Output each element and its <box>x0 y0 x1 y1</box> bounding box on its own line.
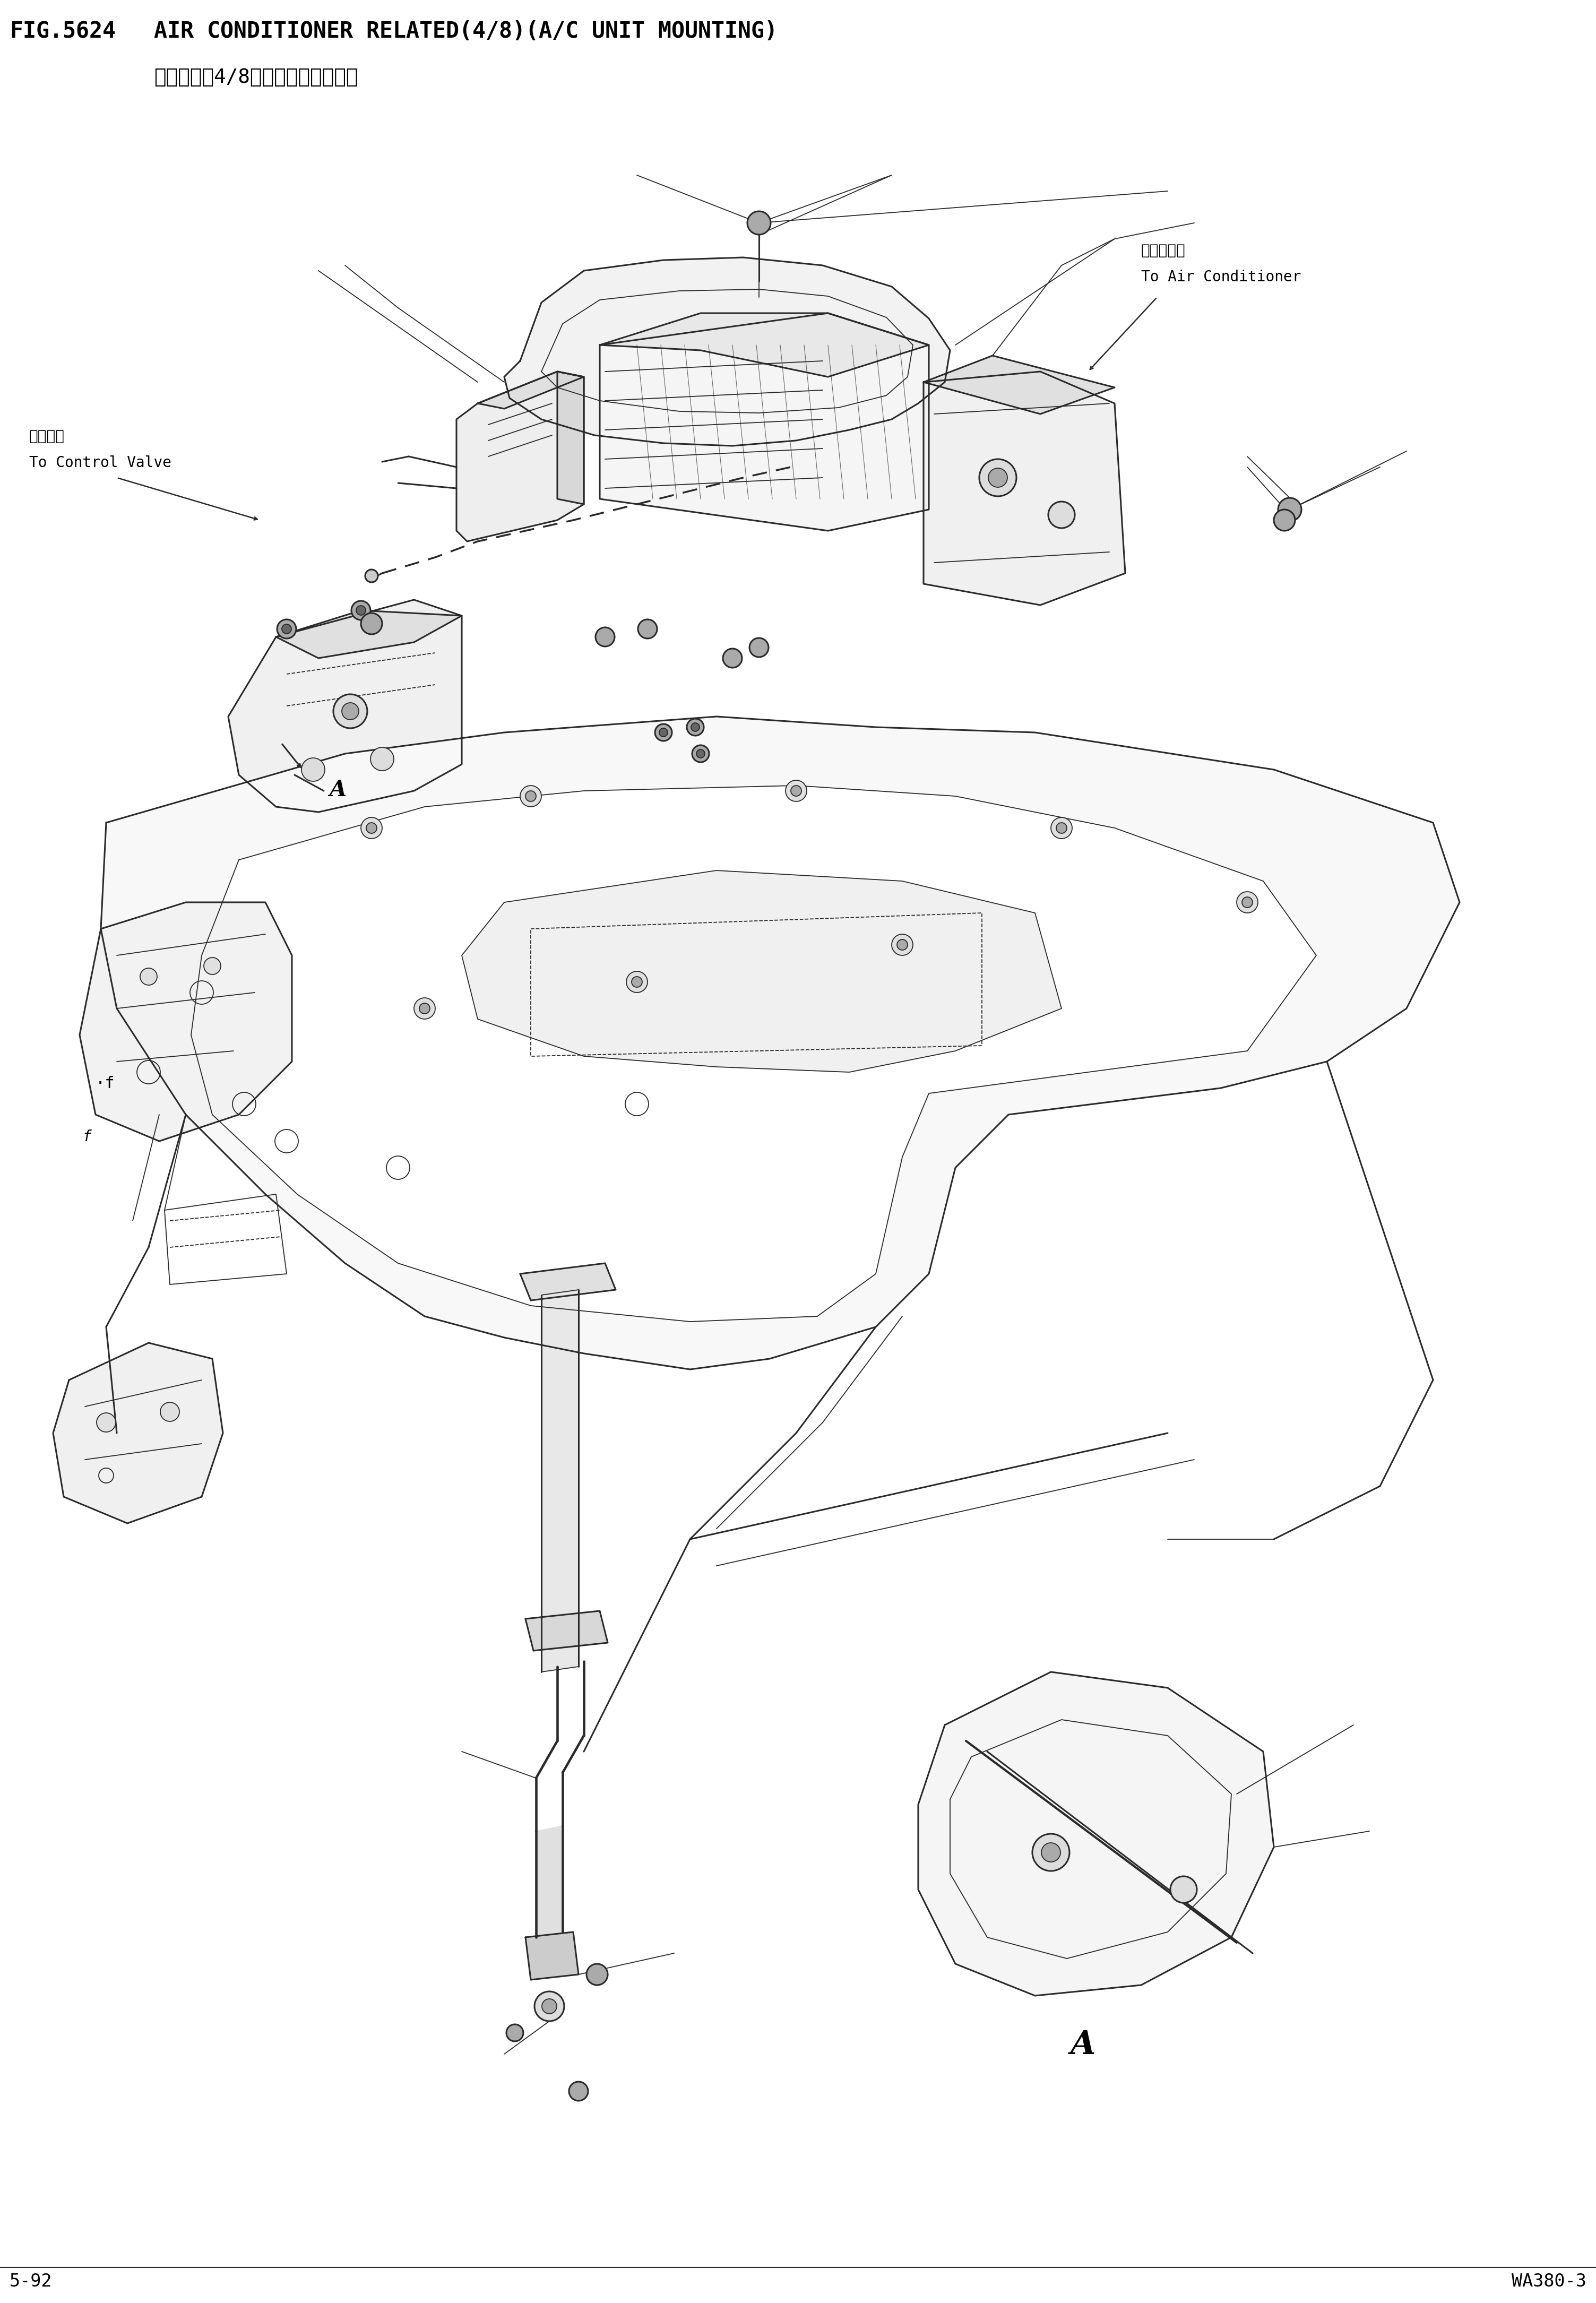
Circle shape <box>543 1999 557 2013</box>
Circle shape <box>160 1403 179 1421</box>
Polygon shape <box>541 1290 578 1672</box>
Circle shape <box>506 2024 523 2040</box>
Text: 至空调主机: 至空调主机 <box>1141 244 1186 258</box>
Circle shape <box>1237 891 1258 912</box>
Circle shape <box>659 728 667 737</box>
Circle shape <box>97 1414 115 1432</box>
Polygon shape <box>504 258 950 447</box>
Circle shape <box>365 822 377 834</box>
Text: AIR CONDITIONER RELATED(4/8)(A/C UNIT MOUNTING): AIR CONDITIONER RELATED(4/8)(A/C UNIT MO… <box>153 21 777 41</box>
Circle shape <box>356 606 365 615</box>
Polygon shape <box>525 1610 608 1651</box>
Text: 空调组件（4/8）（空调主机安装）: 空调组件（4/8）（空调主机安装） <box>153 67 358 88</box>
Circle shape <box>988 468 1007 488</box>
Circle shape <box>654 723 672 742</box>
Circle shape <box>302 758 326 781</box>
Polygon shape <box>525 1932 578 1981</box>
Circle shape <box>204 958 220 974</box>
Circle shape <box>361 613 381 633</box>
Polygon shape <box>192 785 1317 1322</box>
Circle shape <box>413 997 436 1018</box>
Polygon shape <box>924 371 1125 606</box>
Circle shape <box>535 1992 565 2022</box>
Polygon shape <box>600 313 929 530</box>
Polygon shape <box>228 599 461 813</box>
Circle shape <box>696 748 705 758</box>
Text: WA380-3: WA380-3 <box>1511 2273 1586 2289</box>
Circle shape <box>1170 1877 1197 1902</box>
Circle shape <box>570 2082 587 2100</box>
Circle shape <box>342 702 359 721</box>
Polygon shape <box>53 1343 223 1522</box>
Circle shape <box>365 569 378 583</box>
Text: f: f <box>83 1128 91 1145</box>
Circle shape <box>1278 497 1301 520</box>
Circle shape <box>686 719 704 735</box>
Polygon shape <box>461 871 1061 1073</box>
Polygon shape <box>456 371 584 541</box>
Circle shape <box>632 976 642 988</box>
Text: A: A <box>1071 2029 1095 2061</box>
Circle shape <box>691 723 699 732</box>
Circle shape <box>1049 502 1074 527</box>
Circle shape <box>792 785 801 797</box>
Circle shape <box>1057 822 1066 834</box>
Circle shape <box>370 746 394 772</box>
Circle shape <box>140 967 156 986</box>
Circle shape <box>1033 1833 1069 1870</box>
Circle shape <box>785 781 806 801</box>
Polygon shape <box>520 1264 616 1301</box>
Circle shape <box>586 1964 608 1985</box>
Polygon shape <box>918 1672 1274 1997</box>
Circle shape <box>525 790 536 801</box>
Circle shape <box>520 785 541 806</box>
Polygon shape <box>276 610 461 659</box>
Circle shape <box>747 212 771 235</box>
Circle shape <box>750 638 769 656</box>
Polygon shape <box>477 371 584 408</box>
Text: ·f: ·f <box>96 1076 115 1092</box>
Text: 5-92: 5-92 <box>10 2273 53 2289</box>
Circle shape <box>897 940 908 951</box>
Circle shape <box>595 626 614 647</box>
Polygon shape <box>536 1826 563 1937</box>
Text: To Control Valve: To Control Valve <box>29 456 171 470</box>
Circle shape <box>1041 1842 1060 1861</box>
Circle shape <box>334 693 367 728</box>
Circle shape <box>282 624 292 633</box>
Polygon shape <box>80 903 292 1142</box>
Circle shape <box>892 935 913 956</box>
Circle shape <box>1050 818 1073 838</box>
Circle shape <box>351 601 370 620</box>
Circle shape <box>1274 509 1294 530</box>
Polygon shape <box>557 371 584 504</box>
Circle shape <box>693 746 709 762</box>
Circle shape <box>723 649 742 668</box>
Circle shape <box>1242 896 1253 907</box>
Circle shape <box>361 818 381 838</box>
Polygon shape <box>101 716 1460 1370</box>
Text: To Air Conditioner: To Air Conditioner <box>1141 269 1301 286</box>
Circle shape <box>420 1004 429 1013</box>
Text: A: A <box>329 778 346 801</box>
Text: 至控制阀: 至控制阀 <box>29 428 65 444</box>
Circle shape <box>638 620 658 638</box>
Polygon shape <box>600 313 929 378</box>
Circle shape <box>980 458 1017 495</box>
Circle shape <box>278 620 297 638</box>
Circle shape <box>626 972 648 993</box>
Text: FIG.5624: FIG.5624 <box>10 21 115 41</box>
Polygon shape <box>924 355 1114 415</box>
